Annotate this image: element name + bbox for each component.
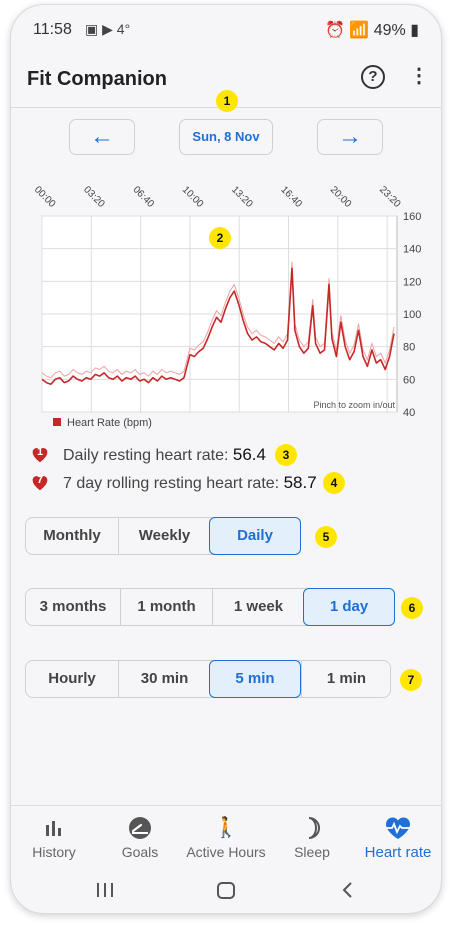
date-selector-button[interactable]: Sun, 8 Nov [179,119,273,155]
next-day-button[interactable]: → [317,119,383,155]
gallery-icon: ▣ [85,21,99,37]
y-tick-label: 120 [403,276,421,288]
walking-person-icon: 🚶 [213,817,239,839]
previous-day-button[interactable]: ← [69,119,135,155]
y-tick-label: 160 [403,211,421,223]
callout-3: 3 [275,444,297,466]
rolling-resting-label: 7 day rolling resting heart rate: 58.7 [63,473,317,493]
callout-2: 2 [209,227,231,249]
y-tick-label: 80 [403,342,415,354]
app-bar: Fit Companion ? ⋮ [11,53,441,105]
range-option-1-month[interactable]: 1 month [120,589,212,625]
range-option-1-day[interactable]: 1 day [303,588,395,626]
recent-apps-icon[interactable] [97,883,113,897]
heart-rate-variation-line [41,261,395,379]
tab-heart-rate[interactable]: Heart rate [355,806,441,870]
period-option-weekly[interactable]: Weekly [118,518,210,554]
tab-goals-label: Goals [121,844,159,860]
battery-icon: ▮ [410,22,419,39]
callout-7: 7 [400,669,422,691]
tab-goals[interactable]: Goals [97,806,183,870]
y-tick-label: 140 [403,244,421,256]
period-option-daily[interactable]: Daily [209,517,301,555]
arrow-left-icon: ← [90,123,114,150]
range-selector: 3 months 1 month 1 week 1 day [25,588,395,626]
goal-gauge-icon [97,816,183,840]
x-tick-label: 16:40 [278,184,304,210]
callout-6: 6 [401,597,423,619]
range-option-3-months[interactable]: 3 months [39,598,107,615]
interval-option-hourly[interactable]: Hourly [48,670,96,687]
period-selector: Monthly Weekly Daily [25,517,301,555]
heart-rate-chart[interactable]: 40 60 80 100 120 140 160 00:00 03:20 06:40 10:00 13… [11,165,441,435]
system-navigation-bar [11,871,441,913]
interval-option-5-min[interactable]: 5 min [209,660,301,698]
bar-chart-icon [11,816,97,840]
help-icon[interactable]: ? [361,65,385,89]
tab-sleep-label: Sleep [294,844,330,860]
rolling-resting-label-text: 7 day rolling resting heart rate: [63,475,280,492]
back-icon[interactable] [342,882,352,898]
y-tick-label: 40 [403,407,415,419]
tab-active-hours-label: Active Hours [186,844,266,860]
tab-active-hours[interactable]: 🚶 Active Hours [183,806,269,870]
period-option-monthly[interactable]: Monthly [43,527,101,544]
x-tick-label: 00:00 [32,184,58,210]
youtube-icon: ▶ [102,21,113,37]
x-tick-label: 20:00 [328,184,354,210]
pinch-zoom-hint: Pinch to zoom in/out [313,400,395,410]
interval-option-30-min[interactable]: 30 min [118,661,210,697]
callout-5: 5 [315,526,337,548]
daily-resting-label: Daily resting heart rate: 56.4 [63,445,266,465]
x-tick-label: 10:00 [180,184,206,210]
interval-selector: Hourly 30 min 5 min 1 min [25,660,391,698]
daily-resting-label-text: Daily resting heart rate: [63,447,229,464]
bottom-navigation: History Goals 🚶 Active Hours Sleep Heart… [11,805,441,870]
status-temp: 4° [116,21,131,37]
moon-icon [269,816,355,840]
x-tick-label: 13:20 [229,184,255,210]
status-right-icons: ⏰ 📶 49% ▮ [325,20,419,40]
app-title: Fit Companion [27,68,167,90]
heart-badge-icon: 1 [29,443,51,465]
status-time: 11:58 [33,21,72,38]
heart-pulse-icon [355,816,441,840]
rolling-resting-value: 58.7 [283,473,317,492]
x-tick-label: 06:40 [130,184,156,210]
battery-percentage: 49% [373,22,406,39]
tab-sleep[interactable]: Sleep [269,806,355,870]
status-bar: 11:58 ▣ ▶ 4° ⏰ 📶 49% ▮ [11,5,441,53]
phone-screen: 11:58 ▣ ▶ 4° ⏰ 📶 49% ▮ Fit Companion ? ⋮… [10,4,442,914]
heart-rate-chart-svg[interactable]: 40 60 80 100 120 140 160 00:00 03:20 06:40 10:00 13… [11,165,441,435]
daily-resting-value: 56.4 [232,445,266,464]
interval-option-1-min[interactable]: 1 min [301,661,391,697]
legend-swatch [53,418,61,426]
legend-label: Heart Rate (bpm) [67,417,152,429]
x-tick-label: 03:20 [81,184,107,210]
tab-history-label: History [32,844,76,860]
callout-4: 4 [323,472,345,494]
heart-rate-series-line [41,267,395,385]
heart-badge-icon: 7 [29,471,51,493]
callout-1: 1 [216,90,238,112]
home-icon[interactable] [217,882,235,899]
arrow-right-icon: → [338,123,362,150]
alarm-icon: ⏰ [324,22,345,39]
range-option-1-week[interactable]: 1 week [212,589,304,625]
y-tick-label: 60 [403,374,415,386]
more-options-icon[interactable]: ⋮ [409,65,429,87]
heart-badge-number: 1 [36,446,44,458]
status-notification-icons: ▣ ▶ 4° [85,21,130,38]
tab-history[interactable]: History [11,806,97,870]
x-tick-label: 23:20 [377,184,403,210]
system-nav-svg [97,882,352,899]
y-tick-label: 100 [403,309,421,321]
tab-heart-rate-label: Heart rate [364,844,432,861]
heart-badge-number: 7 [36,474,44,486]
wifi-icon: 📶 [349,22,370,39]
